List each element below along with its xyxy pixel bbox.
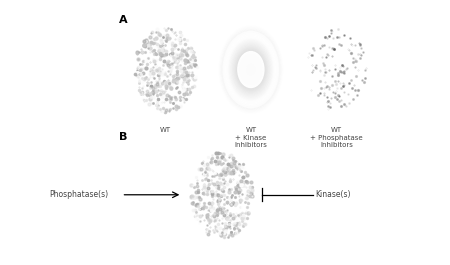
Text: A: A — [119, 15, 128, 25]
Circle shape — [232, 44, 270, 95]
Circle shape — [221, 29, 280, 110]
Circle shape — [233, 45, 269, 94]
Circle shape — [236, 48, 266, 91]
Text: WT: WT — [160, 127, 171, 133]
Circle shape — [250, 68, 252, 71]
Circle shape — [242, 57, 260, 82]
Text: Phosphatase(s): Phosphatase(s) — [49, 190, 108, 199]
Circle shape — [227, 37, 275, 103]
Circle shape — [223, 31, 279, 108]
Circle shape — [229, 40, 273, 99]
Text: WT
+ Kinase
Inhibitors: WT + Kinase Inhibitors — [234, 127, 268, 148]
Circle shape — [220, 28, 281, 112]
Text: Kinase(s): Kinase(s) — [315, 190, 351, 199]
Circle shape — [231, 42, 271, 97]
Circle shape — [228, 38, 274, 101]
Circle shape — [230, 41, 271, 98]
Circle shape — [248, 65, 254, 74]
Circle shape — [225, 34, 276, 105]
Circle shape — [224, 33, 278, 106]
Circle shape — [244, 60, 257, 79]
Circle shape — [234, 46, 268, 94]
Circle shape — [238, 51, 264, 88]
Circle shape — [225, 34, 277, 105]
Circle shape — [234, 47, 268, 92]
Circle shape — [224, 32, 278, 107]
Circle shape — [237, 50, 265, 89]
Circle shape — [238, 53, 263, 86]
Circle shape — [245, 62, 256, 77]
Circle shape — [247, 63, 255, 76]
Circle shape — [232, 44, 270, 95]
Circle shape — [249, 67, 253, 73]
Circle shape — [241, 56, 261, 83]
Text: B: B — [119, 132, 128, 143]
Text: WT
+ Phosphatase
Inhibitors: WT + Phosphatase Inhibitors — [310, 127, 363, 148]
Circle shape — [230, 41, 272, 99]
Circle shape — [223, 32, 279, 108]
Circle shape — [219, 26, 283, 113]
Circle shape — [243, 59, 259, 80]
Circle shape — [234, 47, 267, 92]
Circle shape — [240, 54, 262, 85]
Circle shape — [236, 50, 266, 89]
Circle shape — [231, 43, 270, 96]
Circle shape — [226, 35, 276, 104]
Circle shape — [238, 52, 264, 87]
Circle shape — [235, 48, 266, 91]
Circle shape — [228, 38, 274, 101]
Circle shape — [229, 39, 273, 100]
Circle shape — [218, 25, 284, 114]
Circle shape — [226, 36, 275, 103]
